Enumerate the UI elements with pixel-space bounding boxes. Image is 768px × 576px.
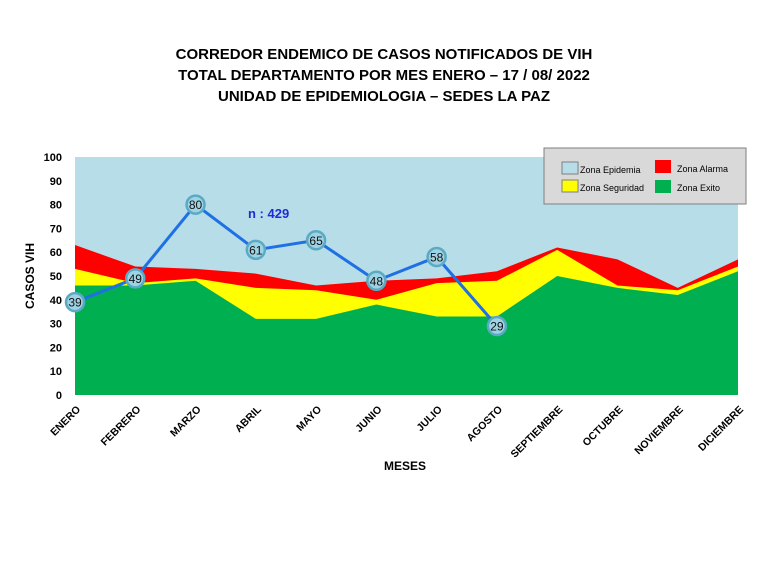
title-line-3: UNIDAD DE EPIDEMIOLOGIA – SEDES LA PAZ [218,88,550,105]
y-tick-label: 90 [50,176,62,188]
area-zona-exito [75,271,738,395]
legend-swatch-seguridad [561,179,579,193]
legend-swatch-epidemia [561,161,579,175]
cases-point [125,268,146,289]
title-line-1: CORREDOR ENDEMICO DE CASOS NOTIFICADOS D… [175,46,593,63]
legend-swatch-alarma [655,160,671,173]
cases-data-label: 80 [189,198,203,212]
x-tick-label: JULIO [414,404,444,434]
legend-label-seguridad: Zona Seguridad [580,183,644,193]
cases-data-label: 48 [370,274,384,288]
y-axis-title: CASOS VIH [23,243,37,309]
cases-data-label: 39 [68,296,82,310]
y-tick-label: 50 [50,271,62,283]
x-tick-label: AGOSTO [465,404,506,445]
legend-swatch-exito [655,180,671,193]
x-axis-title: MESES [384,459,426,473]
x-tick-label: NOVIEMBRE [632,404,685,457]
x-tick-label: ABRIL [233,403,265,435]
legend-label-alarma: Zona Alarma [677,164,728,174]
cases-point [426,246,447,268]
x-tick-label: MAYO [294,404,324,434]
y-tick-label: 0 [56,390,62,402]
y-tick-label: 70 [50,223,62,235]
cases-data-label: 61 [249,243,263,257]
cases-point [486,315,508,337]
title-line-2: TOTAL DEPARTAMENTO POR MES ENERO – 17 / … [178,67,590,84]
y-tick-label: 80 [50,200,62,212]
cases-line [74,202,499,327]
cases-point [245,239,267,261]
cases-data-label: 29 [490,319,504,333]
legend-label-epidemia: Zona Epidemia [580,165,641,175]
y-tick-label: 100 [44,152,62,164]
cases-point [366,270,387,292]
x-tick-label: ENERO [48,404,83,439]
x-tick-label: SEPTIEMBRE [509,404,566,461]
cases-point [185,194,206,215]
y-tick-label: 10 [50,366,62,378]
legend-label-exito: Zona Exito [677,183,720,193]
x-tick-label: FEBRERO [99,404,144,449]
chart-title: CORREDOR ENDEMICO DE CASOS NOTIFICADOS D… [0,44,768,107]
total-annotation: n : 429 [248,206,289,221]
y-tick-label: 20 [50,342,62,354]
x-tick-label: OCTUBRE [580,404,625,449]
cases-point [305,230,327,251]
x-tick-label: JUNIO [353,404,384,435]
x-tick-label: DICIEMBRE [696,404,746,454]
x-tick-label: MARZO [168,404,204,440]
cases-data-label: 49 [129,272,143,286]
cases-data-label: 58 [430,250,444,264]
legend: Zona Epidemia Zona Alarma Zona Seguridad… [543,147,747,205]
y-tick-label: 40 [50,295,62,307]
cases-point [64,291,86,313]
cases-data-label: 65 [309,234,323,248]
y-tick-label: 60 [50,247,62,259]
y-tick-label: 30 [50,319,62,331]
